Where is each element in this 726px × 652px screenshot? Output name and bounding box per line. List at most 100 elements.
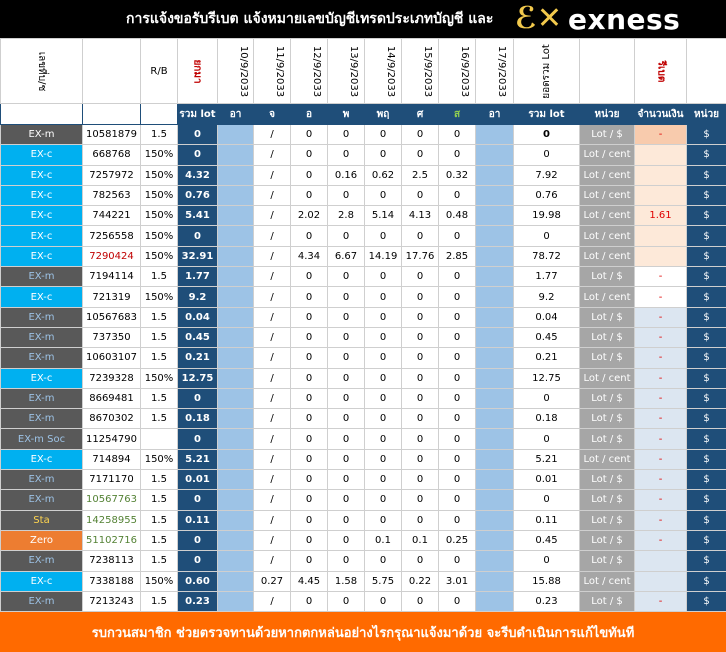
day-value: /	[253, 509, 291, 531]
account-type: EX-c	[0, 448, 83, 471]
currency: $	[686, 428, 726, 450]
day-sun-1	[217, 245, 254, 268]
table-row: EX-c 668768 150% 0/0 0 0 0 0 0 Lot / cent $	[0, 144, 726, 166]
unit: Lot / $	[579, 489, 635, 511]
carry-lot: 0.76	[177, 184, 218, 207]
unit: Lot / cent	[579, 225, 635, 247]
day-sun-1	[217, 266, 254, 288]
day-value: 0	[327, 144, 365, 166]
account-number: 7257972	[82, 164, 141, 186]
currency: $	[686, 164, 726, 186]
day-value: 0	[401, 266, 439, 288]
account-number: 7239328	[82, 367, 141, 389]
day-value: 0	[438, 367, 476, 389]
day-sun-1	[217, 428, 254, 450]
exness-logo-word: exness	[568, 2, 681, 36]
banner-title: การแจ้งขอรับรีเบต แจ้งหมายเลขบัญชีเทรดปร…	[126, 11, 494, 27]
day-value: 0	[290, 286, 328, 308]
day-value: 0	[290, 306, 328, 328]
rebate-amount: -	[634, 489, 687, 511]
total-lot: 0	[513, 387, 580, 410]
rebate-amount: 1.61	[634, 205, 687, 227]
day-value: /	[253, 144, 291, 166]
day-value: 0	[290, 123, 328, 146]
day-sun-2	[475, 306, 514, 328]
day-value: 0	[438, 266, 476, 288]
day-sun-2	[475, 225, 514, 247]
carry-lot: 0	[177, 387, 218, 410]
day-value: /	[253, 225, 291, 247]
day-sun-2	[475, 509, 514, 531]
table-row: EX-m 7238113 1.5 0/0 0 0 0 0 0 Lot / $ $	[0, 550, 726, 572]
unit: Lot / cent	[579, 245, 635, 268]
day-value: 0.22	[401, 570, 439, 592]
header-carry: ยกมา	[177, 38, 218, 104]
currency: $	[686, 286, 726, 308]
day-sun-1	[217, 286, 254, 308]
day-value: 3.01	[438, 570, 476, 592]
account-type: EX-c	[0, 570, 83, 592]
day-sun-2	[475, 448, 514, 471]
day-value: 0	[364, 347, 402, 369]
subheader-2	[140, 103, 178, 125]
carry-lot: 0	[177, 529, 218, 552]
rebate-rate: 1.5	[140, 469, 178, 491]
total-lot: 0	[513, 225, 580, 247]
subheader-3: รวม lot	[177, 103, 218, 125]
day-value: 4.45	[290, 570, 328, 592]
header-row-main: เลขที่บ/ช R/B ยกมา 10/9/2033 11/9/2033 1…	[0, 38, 726, 104]
header-date-6: 16/9/2033	[438, 38, 476, 104]
subheader-6: อ	[290, 103, 328, 125]
footer-notice: รบกวนสมาชิก ช่วยตรวจทานด้วยหากตกหล่นอย่า…	[0, 612, 726, 652]
day-value: 0	[290, 326, 328, 349]
day-sun-1	[217, 326, 254, 349]
day-value: 0	[401, 448, 439, 471]
day-value: 5.75	[364, 570, 402, 592]
currency: $	[686, 550, 726, 572]
table-row: Sta 14258955 1.5 0.11/0 0 0 0 0 0.11 Lot / $ - $	[0, 509, 726, 531]
subheader-9: ศ	[401, 103, 439, 125]
currency: $	[686, 509, 726, 531]
day-value: 0	[290, 428, 328, 450]
rebate-rate: 150%	[140, 367, 178, 389]
day-value: 0	[364, 306, 402, 328]
currency: $	[686, 590, 726, 613]
day-sun-2	[475, 469, 514, 491]
currency: $	[686, 245, 726, 268]
subheader-0	[0, 103, 83, 125]
carry-lot: 0.04	[177, 306, 218, 328]
day-value: 4.13	[401, 205, 439, 227]
carry-lot: 0	[177, 489, 218, 511]
rebate-amount: -	[634, 469, 687, 491]
day-sun-2	[475, 387, 514, 410]
total-lot: 0	[513, 550, 580, 572]
day-value: 6.67	[327, 245, 365, 268]
subheader-14: จำนวนเงิน	[634, 103, 687, 125]
currency: $	[686, 184, 726, 207]
day-value: 0	[438, 489, 476, 511]
day-sun-2	[475, 205, 514, 227]
unit: Lot / cent	[579, 205, 635, 227]
day-value: /	[253, 469, 291, 491]
carry-lot: 0	[177, 225, 218, 247]
subheader-11: อา	[475, 103, 514, 125]
total-lot: 0.21	[513, 347, 580, 369]
account-number: 7238113	[82, 550, 141, 572]
currency: $	[686, 205, 726, 227]
day-value: 0	[364, 448, 402, 471]
subheader-1	[82, 103, 141, 125]
rebate-amount	[634, 570, 687, 592]
day-value: 0	[401, 367, 439, 389]
unit: Lot / $	[579, 550, 635, 572]
day-value: 0	[364, 509, 402, 531]
total-lot: 19.98	[513, 205, 580, 227]
day-sun-2	[475, 184, 514, 207]
rebate-rate: 150%	[140, 448, 178, 471]
header-date-2: 12/9/2033	[290, 38, 328, 104]
table-row: EX-m 7194114 1.5 1.77/0 0 0 0 0 1.77 Lot / $ - $	[0, 266, 726, 288]
day-value: /	[253, 367, 291, 389]
rebate-amount	[634, 245, 687, 268]
carry-lot: 12.75	[177, 367, 218, 389]
day-value: 0	[438, 184, 476, 207]
total-lot: 78.72	[513, 245, 580, 268]
